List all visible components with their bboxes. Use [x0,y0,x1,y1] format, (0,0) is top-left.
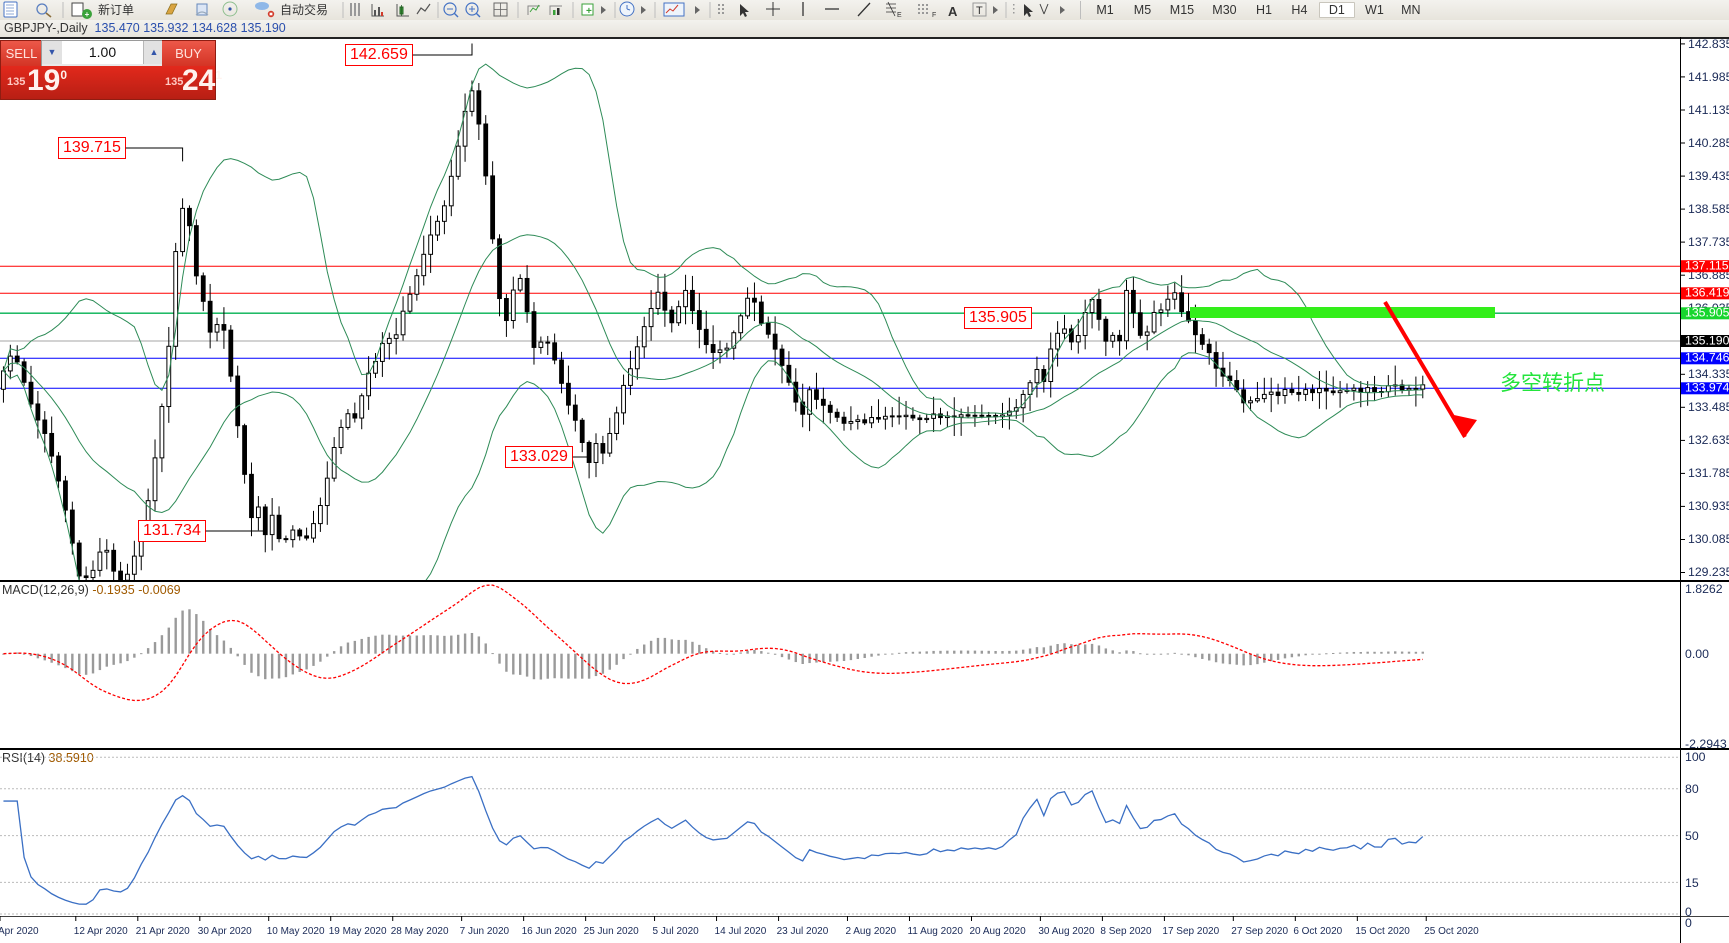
svg-text:139.435: 139.435 [1688,169,1729,183]
svg-text:14 Jul 2020: 14 Jul 2020 [715,926,767,937]
svg-text:11 Aug 2020: 11 Aug 2020 [907,926,963,937]
svg-text:21 Apr 2020: 21 Apr 2020 [136,926,190,937]
svg-text:5 Jul 2020: 5 Jul 2020 [653,926,700,937]
svg-text:25 Jun 2020: 25 Jun 2020 [584,926,639,937]
svg-text:0.00: 0.00 [1685,647,1709,661]
svg-text:28 May 2020: 28 May 2020 [391,926,449,937]
svg-text:7 Jun 2020: 7 Jun 2020 [460,926,510,937]
svg-text:135.190: 135.190 [1685,334,1729,348]
svg-text:141.135: 141.135 [1688,103,1729,117]
svg-text:30 Aug 2020: 30 Aug 2020 [1038,926,1095,937]
svg-text:141.985: 141.985 [1688,70,1729,84]
svg-text:17 Sep 2020: 17 Sep 2020 [1162,926,1219,937]
svg-text:27 Sep 2020: 27 Sep 2020 [1231,926,1288,937]
svg-text:140.285: 140.285 [1688,136,1729,150]
svg-text:Apr 2020: Apr 2020 [0,926,39,937]
svg-text:80: 80 [1685,782,1699,796]
svg-text:132.635: 132.635 [1688,433,1729,447]
svg-text:142.835: 142.835 [1688,37,1729,51]
svg-text:133.485: 133.485 [1688,400,1729,414]
svg-text:30 Apr 2020: 30 Apr 2020 [198,926,252,937]
svg-text:129.235: 129.235 [1688,565,1729,579]
svg-text:8 Sep 2020: 8 Sep 2020 [1100,926,1152,937]
svg-text:T: T [976,5,983,17]
svg-text:19 May 2020: 19 May 2020 [329,926,387,937]
svg-text:+: + [586,6,592,17]
svg-text:0: 0 [1685,916,1692,930]
svg-text:15 Oct 2020: 15 Oct 2020 [1355,926,1410,937]
svg-text:130.935: 130.935 [1688,499,1729,513]
svg-text:A: A [948,4,958,19]
svg-text:134.746: 134.746 [1685,351,1729,365]
svg-text:E: E [897,12,902,19]
svg-text:20 Aug 2020: 20 Aug 2020 [969,926,1026,937]
svg-text:131.785: 131.785 [1688,466,1729,480]
svg-text:137.115: 137.115 [1685,259,1729,273]
svg-text:137.735: 137.735 [1688,235,1729,249]
svg-text:1.8262: 1.8262 [1685,582,1723,596]
svg-text:100: 100 [1685,750,1706,764]
svg-text:136.419: 136.419 [1685,286,1729,300]
svg-text:+: + [85,10,90,19]
svg-text:自动交易: 自动交易 [280,2,328,17]
svg-text:15: 15 [1685,876,1699,890]
svg-text:25 Oct 2020: 25 Oct 2020 [1424,926,1479,937]
svg-text:50: 50 [1685,829,1699,843]
svg-text:2 Aug 2020: 2 Aug 2020 [845,926,896,937]
svg-text:130.085: 130.085 [1688,532,1729,546]
svg-text:138.585: 138.585 [1688,202,1729,216]
svg-text:12 Apr 2020: 12 Apr 2020 [74,926,128,937]
svg-text:135.905: 135.905 [1685,306,1729,320]
svg-text:134.335: 134.335 [1688,367,1729,381]
svg-text:新订单: 新订单 [98,2,134,17]
svg-text:F: F [932,12,936,19]
svg-text:16 Jun 2020: 16 Jun 2020 [522,926,577,937]
svg-text:133.974: 133.974 [1685,381,1729,395]
svg-text:6 Oct 2020: 6 Oct 2020 [1293,926,1342,937]
svg-text:23 Jul 2020: 23 Jul 2020 [777,926,829,937]
svg-text:10 May 2020: 10 May 2020 [267,926,325,937]
